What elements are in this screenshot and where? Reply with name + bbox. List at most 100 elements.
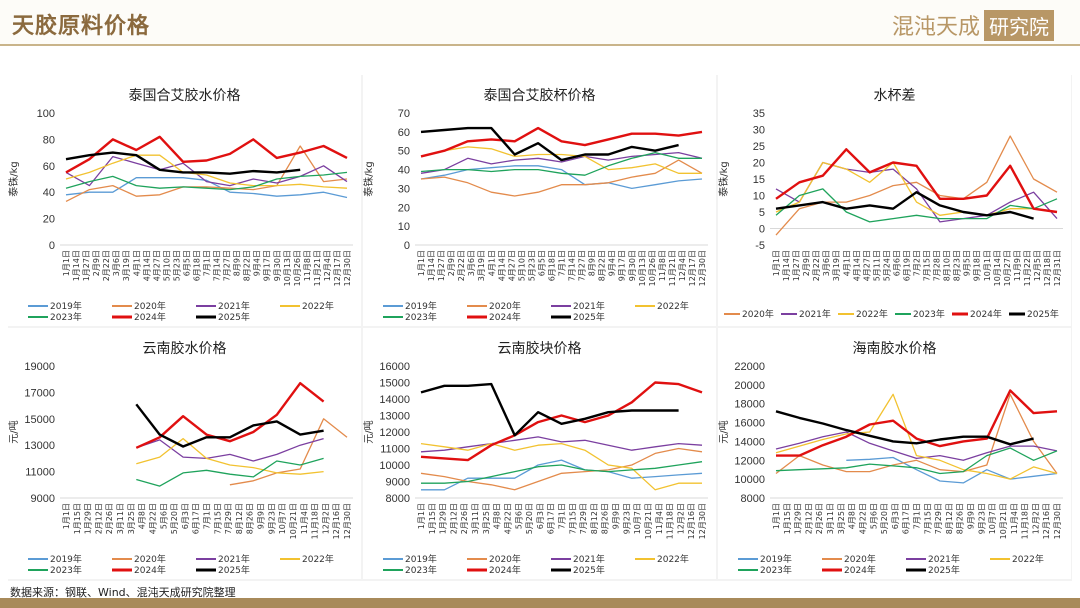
x-tick-label: 7月27日 <box>223 250 232 281</box>
series-line-2020 <box>420 447 703 491</box>
y-tick-label: 60 <box>43 161 55 173</box>
chart-title: 云南胶块价格 <box>497 341 582 357</box>
legend-label: 2019年 <box>405 553 437 565</box>
y-tick-label: 10000 <box>734 474 765 486</box>
series-line-2023 <box>65 171 348 191</box>
x-tick-label: 4月1日 <box>132 250 141 276</box>
series-line-2020 <box>420 159 703 197</box>
legend-label: 2021年 <box>799 308 831 320</box>
series-line-2020 <box>65 145 348 202</box>
x-tick-label: 6月3日 <box>536 503 545 529</box>
x-tick-label: 3月19日 <box>122 250 131 281</box>
x-tick-label: 11月4日 <box>300 503 309 534</box>
x-tick-label: 10月26日 <box>293 250 302 286</box>
x-tick-label: 12月30日 <box>343 250 352 286</box>
series-line-2021 <box>775 431 1058 461</box>
x-tick-label: 2月12日 <box>449 503 458 534</box>
x-tick-label: 6月18日 <box>192 250 201 281</box>
x-tick-label: 9月9日 <box>257 503 266 529</box>
x-tick-label: 1月14日 <box>427 250 436 281</box>
legend-label: 2019年 <box>405 300 437 312</box>
series-line-2021 <box>420 436 703 453</box>
legend-label: 2019年 <box>50 300 82 312</box>
x-tick-label: 2月9日 <box>92 250 101 276</box>
x-tick-label: 6月3日 <box>181 503 190 529</box>
x-tick-label: 12月16日 <box>332 503 341 539</box>
x-tick-label: 1月15日 <box>783 503 792 534</box>
series-line-2023 <box>421 461 703 484</box>
x-tick-label: 2月12日 <box>94 503 103 534</box>
footer-bar <box>0 598 1080 608</box>
y-tick-label: 40 <box>398 165 410 177</box>
y-tick-label: 11000 <box>380 444 410 456</box>
data-source-note: 数据来源：钢联、Wind、混沌天成研究院整理 <box>10 586 236 599</box>
chart-svg: 8000 10000 12000 14000 16000 18000 20000 22000 元… <box>718 361 1063 576</box>
x-tick-label: 4月27日 <box>507 250 516 281</box>
x-tick-label: 6月17日 <box>902 503 911 534</box>
x-tick-label: 7月15日 <box>923 250 932 281</box>
series-line-2025 <box>135 403 324 448</box>
x-tick-label: 8月26日 <box>956 503 965 534</box>
x-tick-label: 12月31日 <box>1053 250 1062 286</box>
y-tick-label: 14000 <box>379 394 410 406</box>
x-tick-label: 7月28日 <box>933 250 942 281</box>
x-tick-label: 7月15日 <box>568 503 577 534</box>
series-line-2022 <box>420 442 702 491</box>
chart-title: 云南胶水价格 <box>142 341 227 357</box>
series-line-2022 <box>775 161 1058 216</box>
y-tick-label: -5 <box>755 240 765 252</box>
x-tick-label: 8月22日 <box>598 250 607 281</box>
legend-label: 2019年 <box>50 553 82 565</box>
y-tick-label: 5 <box>759 207 765 219</box>
legend-label: 2020年 <box>134 300 166 312</box>
x-tick-label: 3月6日 <box>112 250 121 276</box>
legend-label: 2023年 <box>913 308 945 320</box>
y-tick-label: 35 <box>753 108 765 120</box>
x-tick-label: 1月27日 <box>792 250 801 281</box>
x-tick-label: 1月14日 <box>72 250 81 281</box>
x-tick-label: 2月26日 <box>105 503 114 534</box>
x-tick-label: 6月6日 <box>892 250 901 276</box>
chart-grid: 0 20 40 60 80 100 泰铢/kg 1月1日 1月14日 1月27日 2月9日 2月22日… <box>8 75 1072 581</box>
series-line-2024 <box>775 148 1058 214</box>
x-tick-label: 1月15日 <box>428 503 437 534</box>
x-tick-label: 4月8日 <box>138 503 147 529</box>
x-tick-label: 12月30日 <box>698 503 707 539</box>
x-tick-label: 12月5日 <box>1033 250 1042 281</box>
chart-panel: 0 10 20 30 40 50 60 70 泰铢/kg 1月1日 1月14日 1月27日 2月9日 2月… <box>363 75 716 326</box>
chart-title: 海南胶水价格 <box>852 341 937 357</box>
y-tick-label: 0 <box>759 224 765 236</box>
page-header: 天胶原料价格 混沌天成 研究院 <box>0 0 1080 46</box>
x-tick-label: 12月17日 <box>688 250 697 286</box>
x-tick-label: 1月1日 <box>772 250 781 276</box>
x-tick-label: 12月30日 <box>698 250 707 286</box>
legend-label: 2022年 <box>302 553 334 565</box>
x-tick-label: 6月17日 <box>192 503 201 534</box>
x-tick-label: 5月20日 <box>880 503 889 534</box>
legend-label: 2020年 <box>742 308 774 320</box>
x-tick-label: 9月30日 <box>628 250 637 281</box>
legend-label: 2021年 <box>573 553 605 565</box>
x-tick-label: 3月19日 <box>832 250 841 281</box>
chart-title: 泰国合艾胶杯价格 <box>483 88 596 104</box>
page-title: 天胶原料价格 <box>12 13 151 39</box>
x-tick-label: 1月29日 <box>439 503 448 534</box>
legend-label: 2023年 <box>405 311 437 323</box>
legend-label: 2024年 <box>134 564 166 576</box>
legend-label: 2021年 <box>928 553 960 565</box>
y-tick-label: 12000 <box>379 427 410 439</box>
x-tick-label: 12月2日 <box>321 503 330 534</box>
legend-label: 2025年 <box>218 564 250 576</box>
series-line-2024 <box>65 135 348 174</box>
x-tick-label: 4月8日 <box>848 503 857 529</box>
x-tick-label: 11月18日 <box>311 503 320 539</box>
chart-title: 泰国合艾胶水价格 <box>128 88 241 104</box>
legend-label: 2019年 <box>760 553 792 565</box>
series-line-2024 <box>776 389 1058 457</box>
x-tick-label: 10月13日 <box>638 250 647 286</box>
x-tick-label: 12月30日 <box>343 503 352 539</box>
series-line-2019 <box>421 459 703 491</box>
x-tick-label: 3月19日 <box>477 250 486 281</box>
y-axis-label: 元/吨 <box>8 420 20 443</box>
series-line-2023 <box>136 457 324 487</box>
